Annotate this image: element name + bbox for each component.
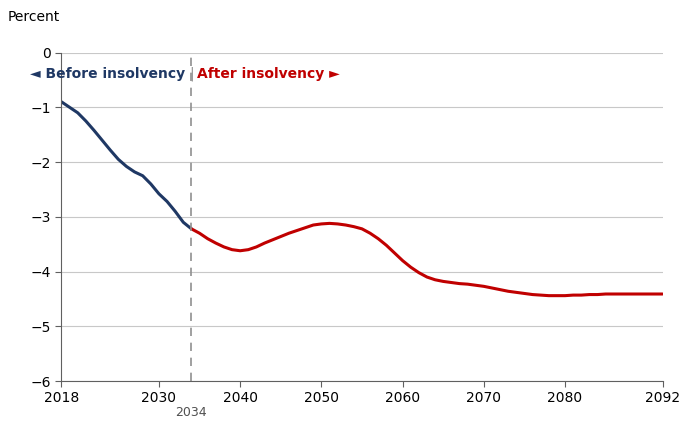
Text: Percent: Percent — [8, 10, 59, 24]
Text: ◄ Before insolvency: ◄ Before insolvency — [30, 67, 185, 81]
Text: After insolvency ►: After insolvency ► — [197, 67, 340, 81]
Text: |: | — [189, 67, 194, 81]
Text: 2034: 2034 — [176, 406, 207, 419]
